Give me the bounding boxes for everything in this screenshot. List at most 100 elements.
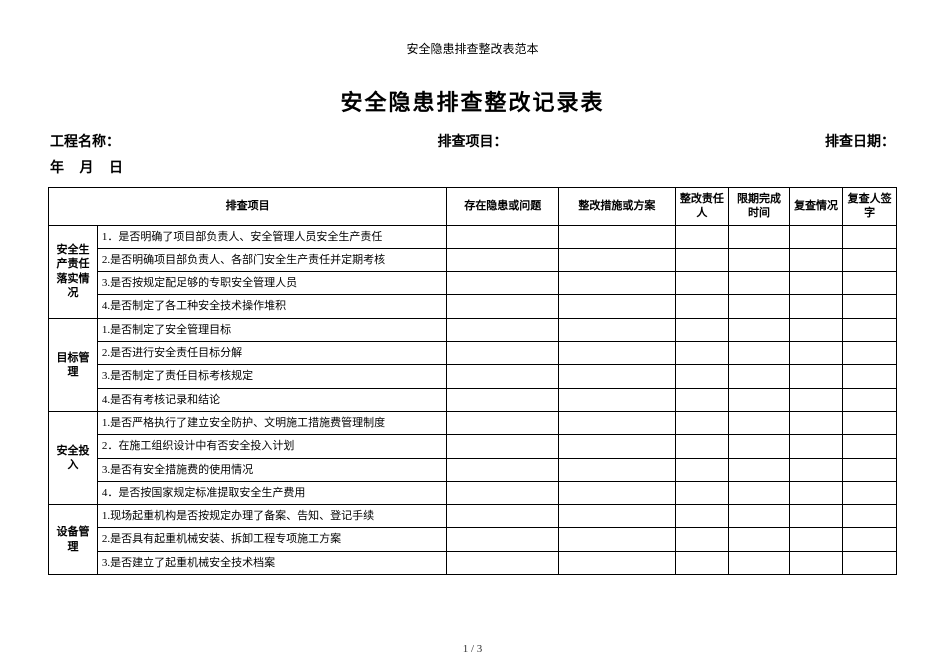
blank-cell	[843, 248, 897, 271]
meta-row: 工程名称： 排查项目： 排查日期：	[48, 131, 897, 151]
table-row: 安全投入1.是否严格执行了建立安全防护、文明施工措施费管理制度	[49, 411, 897, 434]
blank-cell	[559, 435, 675, 458]
table-row: 2.是否进行安全责任目标分解	[49, 342, 897, 365]
blank-cell	[447, 318, 559, 341]
blank-cell	[559, 481, 675, 504]
blank-cell	[843, 481, 897, 504]
blank-cell	[559, 411, 675, 434]
blank-cell	[559, 528, 675, 551]
item-cell: 1.现场起重机构是否按规定办理了备案、告知、登记手续	[97, 505, 446, 528]
blank-cell	[729, 295, 790, 318]
blank-cell	[447, 365, 559, 388]
blank-cell	[729, 505, 790, 528]
blank-cell	[789, 505, 843, 528]
table-row: 4.是否制定了各工种安全技术操作堆积	[49, 295, 897, 318]
table-row: 3.是否有安全措施费的使用情况	[49, 458, 897, 481]
blank-cell	[843, 458, 897, 481]
blank-cell	[559, 295, 675, 318]
doc-subtitle: 安全隐患排查整改表范本	[48, 40, 897, 57]
blank-cell	[559, 551, 675, 574]
blank-cell	[843, 318, 897, 341]
blank-cell	[843, 411, 897, 434]
blank-cell	[729, 411, 790, 434]
table-body: 安全生产责任落实情况1．是否明确了项目部负责人、安全管理人员安全生产责任2.是否…	[49, 225, 897, 574]
item-cell: 4.是否有考核记录和结论	[97, 388, 446, 411]
blank-cell	[559, 272, 675, 295]
item-cell: 3.是否按规定配足够的专职安全管理人员	[97, 272, 446, 295]
blank-cell	[843, 225, 897, 248]
blank-cell	[447, 272, 559, 295]
blank-cell	[789, 225, 843, 248]
blank-cell	[559, 248, 675, 271]
project-label: 工程名称：	[50, 131, 120, 151]
item-cell: 3.是否建立了起重机械安全技术档案	[97, 551, 446, 574]
table-row: 2.是否明确项目部负责人、各部门安全生产责任并定期考核	[49, 248, 897, 271]
blank-cell	[729, 458, 790, 481]
category-cell: 安全生产责任落实情况	[49, 225, 98, 318]
inspect-item-label: 排查项目：	[438, 131, 508, 151]
blank-cell	[729, 435, 790, 458]
blank-cell	[447, 411, 559, 434]
blank-cell	[729, 342, 790, 365]
blank-cell	[675, 272, 729, 295]
inspection-table: 排查项目 存在隐患或问题 整改措施或方案 整改责任人 限期完成时间 复查情况 复…	[48, 187, 897, 575]
blank-cell	[447, 225, 559, 248]
blank-cell	[843, 528, 897, 551]
item-cell: 2.是否具有起重机械安装、拆卸工程专项施工方案	[97, 528, 446, 551]
blank-cell	[559, 342, 675, 365]
table-row: 2．在施工组织设计中有否安全投入计划	[49, 435, 897, 458]
blank-cell	[843, 388, 897, 411]
category-cell: 目标管理	[49, 318, 98, 411]
blank-cell	[675, 505, 729, 528]
item-cell: 4.是否制定了各工种安全技术操作堆积	[97, 295, 446, 318]
blank-cell	[559, 318, 675, 341]
blank-cell	[789, 528, 843, 551]
blank-cell	[789, 342, 843, 365]
item-cell: 1．是否明确了项目部负责人、安全管理人员安全生产责任	[97, 225, 446, 248]
th-plan: 整改措施或方案	[559, 188, 675, 226]
item-cell: 1.是否制定了安全管理目标	[97, 318, 446, 341]
blank-cell	[843, 505, 897, 528]
table-header-row: 排查项目 存在隐患或问题 整改措施或方案 整改责任人 限期完成时间 复查情况 复…	[49, 188, 897, 226]
table-row: 4．是否按国家规定标准提取安全生产费用	[49, 481, 897, 504]
table-row: 目标管理1.是否制定了安全管理目标	[49, 318, 897, 341]
blank-cell	[675, 365, 729, 388]
table-row: 安全生产责任落实情况1．是否明确了项目部负责人、安全管理人员安全生产责任	[49, 225, 897, 248]
blank-cell	[675, 295, 729, 318]
blank-cell	[789, 318, 843, 341]
blank-cell	[843, 272, 897, 295]
blank-cell	[675, 318, 729, 341]
blank-cell	[675, 248, 729, 271]
item-cell: 2．在施工组织设计中有否安全投入计划	[97, 435, 446, 458]
blank-cell	[789, 458, 843, 481]
blank-cell	[843, 342, 897, 365]
item-cell: 2.是否明确项目部负责人、各部门安全生产责任并定期考核	[97, 248, 446, 271]
table-row: 设备管理1.现场起重机构是否按规定办理了备案、告知、登记手续	[49, 505, 897, 528]
blank-cell	[789, 365, 843, 388]
blank-cell	[447, 342, 559, 365]
table-row: 3.是否建立了起重机械安全技术档案	[49, 551, 897, 574]
blank-cell	[447, 435, 559, 458]
item-cell: 3.是否有安全措施费的使用情况	[97, 458, 446, 481]
blank-cell	[729, 365, 790, 388]
th-responsible: 整改责任人	[675, 188, 729, 226]
blank-cell	[675, 551, 729, 574]
blank-cell	[447, 505, 559, 528]
blank-cell	[447, 481, 559, 504]
category-cell: 安全投入	[49, 411, 98, 504]
blank-cell	[789, 248, 843, 271]
blank-cell	[729, 528, 790, 551]
blank-cell	[729, 551, 790, 574]
th-deadline: 限期完成时间	[729, 188, 790, 226]
blank-cell	[789, 388, 843, 411]
blank-cell	[843, 295, 897, 318]
blank-cell	[447, 458, 559, 481]
th-review: 复查情况	[789, 188, 843, 226]
item-cell: 3.是否制定了责任目标考核规定	[97, 365, 446, 388]
inspect-date-label: 排查日期：	[825, 131, 895, 151]
blank-cell	[447, 388, 559, 411]
blank-cell	[729, 318, 790, 341]
blank-cell	[729, 248, 790, 271]
doc-title: 安全隐患排查整改记录表	[48, 85, 897, 117]
table-row: 4.是否有考核记录和结论	[49, 388, 897, 411]
